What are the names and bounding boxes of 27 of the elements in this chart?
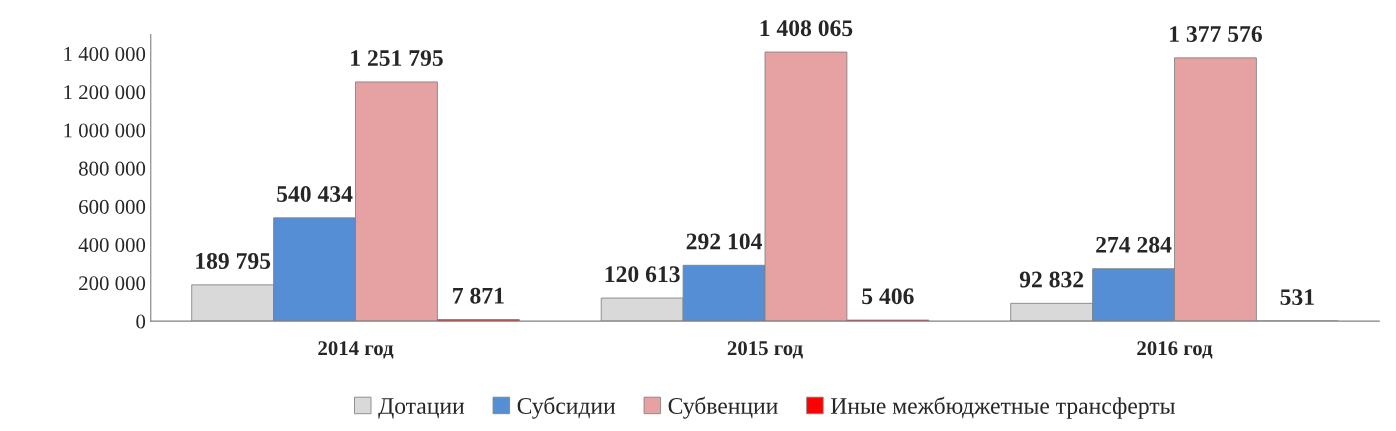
y-tick-label: 200 000 [79, 276, 146, 291]
y-tick-label: 400 000 [78, 238, 146, 253]
data-label: 7 871 [453, 287, 504, 304]
legend-label: Иные межбюджетные трансферты [830, 396, 1175, 419]
y-tick-label: 1 000 000 [64, 123, 146, 138]
data-label: 189 795 [196, 252, 271, 269]
y-tick-label: 800 000 [78, 161, 146, 176]
data-label: 274 284 [1096, 236, 1172, 253]
data-label: 1 408 065 [760, 20, 853, 37]
legend-label: Дотации [378, 398, 465, 419]
y-tick-label: 1 400 000 [64, 46, 146, 62]
data-label: 540 434 [277, 185, 353, 202]
data-label: 292 104 [686, 233, 762, 250]
x-tick-label: 2014 год [318, 341, 394, 359]
data-label: 531 [1280, 289, 1314, 306]
x-tick-label: 2015 год [727, 341, 803, 359]
data-label: 1 251 795 [351, 50, 443, 66]
y-tick-label: 600 000 [79, 199, 146, 214]
x-tick-label: 2016 год [1137, 341, 1213, 359]
data-label: 120 613 [605, 266, 680, 283]
y-tick-label: 0 [136, 314, 146, 329]
y-tick-label: 1 200 000 [64, 85, 146, 100]
data-label: 1 377 576 [1170, 26, 1262, 42]
legend-label: Субвенции [668, 396, 778, 419]
data-label: 92 832 [1019, 271, 1084, 288]
data-label: 5 406 [862, 288, 914, 305]
legend-label: Субсидии [517, 396, 616, 419]
